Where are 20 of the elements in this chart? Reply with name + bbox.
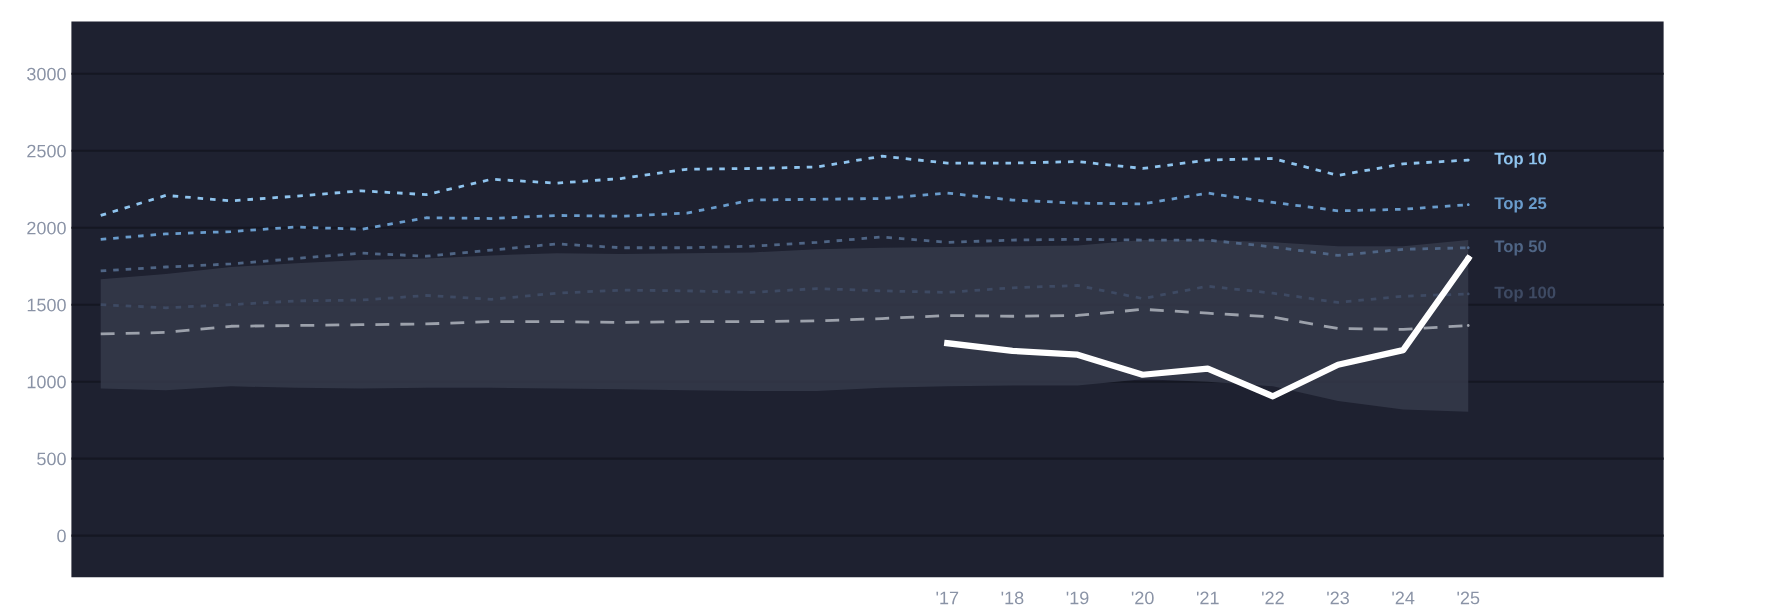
series-label: Top 10 bbox=[1494, 152, 1547, 168]
y-tick-label: 0 bbox=[57, 529, 66, 543]
x-tick-label: '25 bbox=[1457, 591, 1480, 605]
line-series bbox=[99, 154, 1470, 217]
x-tick-label: '24 bbox=[1392, 591, 1415, 605]
series-label: Top 25 bbox=[1494, 197, 1547, 213]
x-tick-label: '21 bbox=[1196, 591, 1219, 605]
y-tick-label: 3000 bbox=[27, 67, 66, 81]
y-tick-label: 500 bbox=[37, 452, 66, 466]
y-tick-label: 2000 bbox=[27, 221, 66, 235]
x-tick-label: '19 bbox=[1066, 591, 1089, 605]
x-tick-label: '20 bbox=[1131, 591, 1154, 605]
x-tick-label: '22 bbox=[1262, 591, 1284, 605]
series-label: Top 50 bbox=[1494, 240, 1547, 256]
x-tick-label: '18 bbox=[1001, 591, 1024, 605]
y-tick-label: 2500 bbox=[27, 144, 66, 158]
y-tick-label: 1000 bbox=[27, 375, 66, 389]
x-tick-label: '17 bbox=[936, 591, 959, 605]
y-tick-label: 1500 bbox=[27, 298, 66, 312]
x-tick-label: '23 bbox=[1327, 591, 1349, 605]
